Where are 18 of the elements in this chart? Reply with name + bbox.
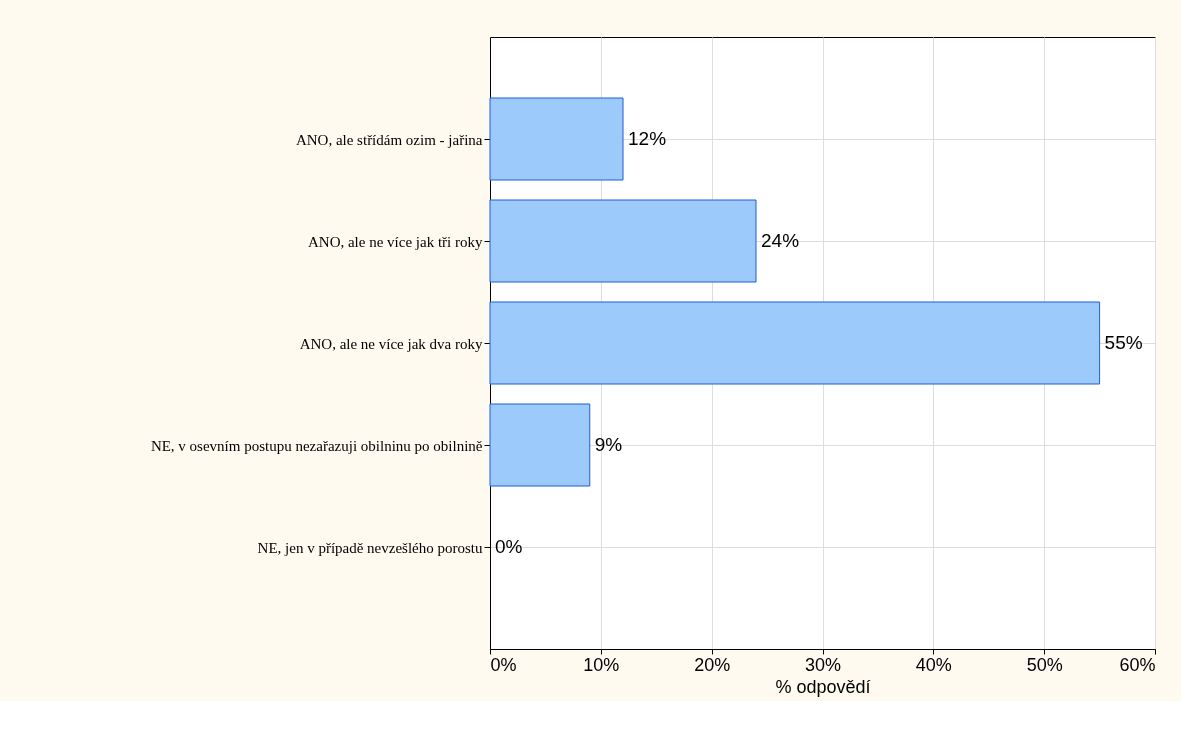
x-tick-label: 0% [490, 654, 517, 675]
data-label: 24% [761, 230, 800, 251]
y-tick-label: NE, jen v případě nevzešlého porostu [257, 539, 483, 556]
x-tick-label: 10% [583, 654, 620, 675]
data-label: 55% [1104, 332, 1143, 353]
data-label: 0% [495, 536, 523, 557]
y-tick-label: ANO, ale střídám ozim - jařina [295, 131, 483, 148]
x-tick-label: 20% [694, 654, 731, 675]
y-tick-label: NE, v osevním postupu nezařazuji obilninu po obilnině [150, 437, 483, 454]
data-label: 12% [628, 128, 667, 149]
data-label: 9% [594, 434, 623, 455]
y-tick-label: ANO, ale ne více jak dva roky [299, 335, 483, 352]
y-tick-label: ANO, ale ne více jak tři roky [307, 233, 483, 250]
x-tick-label: 30% [804, 654, 842, 675]
x-tick-label: 60% [1119, 654, 1156, 675]
x-tick-label: 40% [915, 654, 952, 675]
x-tick-label: 50% [1026, 654, 1063, 675]
x-axis-title: % odpovědí [775, 676, 871, 697]
